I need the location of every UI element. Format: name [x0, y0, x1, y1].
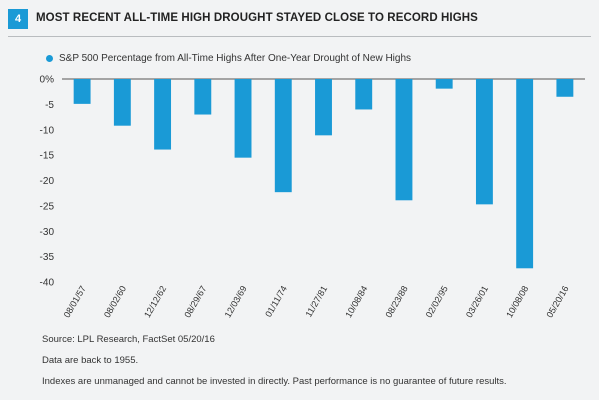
x-tick-label: 10/08/08	[504, 284, 530, 319]
x-tick-label: 08/29/67	[182, 284, 208, 319]
disclaimer-note: Indexes are unmanaged and cannot be inve…	[42, 376, 507, 387]
y-tick-label: -30	[40, 227, 55, 238]
y-tick-label: -10	[40, 125, 55, 136]
data-range-note: Data are back to 1955.	[42, 355, 139, 366]
bar-10-08-08	[516, 79, 534, 269]
legend-label: S&P 500 Percentage from All-Time Highs A…	[59, 53, 412, 64]
bar-12-03-69	[234, 79, 252, 158]
y-tick-label: -40	[40, 278, 55, 289]
bar-01-11-74	[274, 79, 292, 193]
x-tick-label: 12/12/62	[142, 284, 168, 319]
x-tick-label: 11/27/81	[303, 284, 329, 319]
x-tick-label: 08/01/57	[62, 284, 88, 319]
bar-02-02-95	[435, 79, 453, 89]
y-tick-label: -20	[40, 176, 55, 187]
x-tick-label: 03/26/01	[464, 284, 490, 319]
bar-08-23-88	[395, 79, 413, 201]
bar-12-12-62	[154, 79, 172, 150]
x-tick-label: 01/11/74	[263, 284, 289, 319]
bar-08-02-60	[113, 79, 131, 126]
bar-08-29-67	[194, 79, 212, 115]
y-tick-label: 0%	[40, 75, 55, 86]
x-tick-label: 08/02/60	[102, 284, 128, 319]
bar-11-27-81	[315, 79, 332, 136]
legend: S&P 500 Percentage from All-Time Highs A…	[46, 53, 411, 64]
chart-title: MOST RECENT ALL-TIME HIGH DROUGHT STAYED…	[36, 12, 478, 24]
legend-marker	[46, 55, 53, 62]
x-tick-label: 02/02/95	[424, 284, 450, 319]
source-note: Source: LPL Research, FactSet 05/20/16	[42, 334, 215, 345]
title-divider	[8, 36, 591, 37]
bar-08-01-57	[73, 79, 91, 104]
y-tick-label: -35	[40, 252, 55, 263]
y-tick-label: -5	[45, 100, 54, 111]
bar-chart: 0% -5 -10 -15 -20 -25 -30 -35 -40 08/01/57 08/02/6…	[40, 75, 585, 319]
y-tick-label: -25	[40, 201, 55, 212]
x-tick-label: 10/08/84	[343, 284, 369, 319]
bar-03-26-01	[475, 79, 493, 205]
x-tick-label: 08/23/88	[384, 284, 410, 319]
x-tick-label: 05/20/16	[544, 284, 570, 319]
bar-05-20-16	[556, 79, 574, 97]
figure-number-badge: 4	[8, 9, 28, 29]
bar-10-08-84	[355, 79, 373, 110]
x-tick-label: 12/03/69	[223, 284, 249, 319]
y-tick-label: -15	[40, 151, 55, 162]
